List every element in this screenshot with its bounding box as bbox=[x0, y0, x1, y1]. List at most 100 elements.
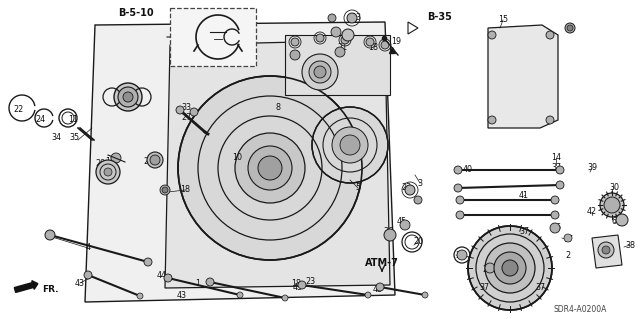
Text: 43: 43 bbox=[293, 284, 303, 293]
Circle shape bbox=[96, 160, 120, 184]
Circle shape bbox=[488, 116, 496, 124]
Circle shape bbox=[104, 168, 112, 176]
Text: 7: 7 bbox=[115, 99, 120, 108]
Text: B-35: B-35 bbox=[428, 12, 452, 22]
Polygon shape bbox=[592, 235, 622, 268]
Circle shape bbox=[347, 13, 357, 23]
Text: 10: 10 bbox=[232, 152, 242, 161]
Text: 44: 44 bbox=[157, 271, 167, 279]
Text: 27: 27 bbox=[181, 114, 191, 122]
Text: 21: 21 bbox=[337, 42, 347, 51]
Circle shape bbox=[137, 293, 143, 299]
Circle shape bbox=[178, 76, 362, 260]
Circle shape bbox=[564, 234, 572, 242]
Text: 18: 18 bbox=[291, 278, 301, 287]
Circle shape bbox=[235, 133, 305, 203]
Circle shape bbox=[488, 31, 496, 39]
Circle shape bbox=[150, 155, 160, 165]
Circle shape bbox=[147, 152, 163, 168]
Circle shape bbox=[604, 197, 620, 213]
Text: B-5-10: B-5-10 bbox=[118, 8, 154, 18]
Circle shape bbox=[342, 29, 354, 41]
Circle shape bbox=[316, 34, 324, 42]
Polygon shape bbox=[165, 40, 390, 288]
Circle shape bbox=[485, 243, 535, 293]
Circle shape bbox=[176, 106, 184, 114]
Circle shape bbox=[123, 92, 133, 102]
Text: 17: 17 bbox=[563, 235, 573, 244]
Circle shape bbox=[164, 274, 172, 282]
Circle shape bbox=[258, 156, 282, 180]
Circle shape bbox=[365, 292, 371, 298]
Circle shape bbox=[118, 87, 138, 107]
Text: 33: 33 bbox=[181, 103, 191, 113]
Circle shape bbox=[454, 184, 462, 192]
Polygon shape bbox=[408, 22, 418, 34]
Circle shape bbox=[384, 229, 396, 241]
Circle shape bbox=[550, 223, 560, 233]
Circle shape bbox=[341, 36, 349, 44]
Polygon shape bbox=[488, 25, 558, 128]
Circle shape bbox=[454, 166, 462, 174]
Circle shape bbox=[237, 292, 243, 298]
Text: 37: 37 bbox=[479, 283, 489, 292]
Text: 8: 8 bbox=[275, 102, 280, 112]
Text: 32: 32 bbox=[505, 286, 515, 294]
Circle shape bbox=[302, 54, 338, 90]
Circle shape bbox=[546, 116, 554, 124]
Text: 18: 18 bbox=[368, 42, 378, 51]
Circle shape bbox=[598, 242, 614, 258]
Polygon shape bbox=[85, 22, 395, 302]
Text: ATM-7: ATM-7 bbox=[365, 258, 399, 268]
Text: 16: 16 bbox=[551, 224, 561, 233]
Circle shape bbox=[556, 166, 564, 174]
Circle shape bbox=[282, 295, 288, 301]
Circle shape bbox=[457, 250, 467, 260]
Text: 31: 31 bbox=[599, 246, 609, 255]
Text: 36: 36 bbox=[383, 227, 393, 236]
Circle shape bbox=[162, 187, 168, 193]
Circle shape bbox=[144, 258, 152, 266]
Text: 23: 23 bbox=[169, 42, 179, 51]
Text: 43: 43 bbox=[373, 286, 383, 294]
Text: 19: 19 bbox=[391, 38, 401, 47]
Circle shape bbox=[45, 230, 55, 240]
Text: 37: 37 bbox=[519, 227, 529, 236]
Circle shape bbox=[312, 107, 388, 183]
Circle shape bbox=[190, 108, 198, 116]
Circle shape bbox=[291, 38, 299, 46]
Circle shape bbox=[376, 283, 384, 291]
Circle shape bbox=[456, 211, 464, 219]
Circle shape bbox=[551, 196, 559, 204]
Circle shape bbox=[567, 25, 573, 31]
Text: 20: 20 bbox=[413, 238, 423, 247]
Text: 15: 15 bbox=[498, 16, 508, 25]
Circle shape bbox=[340, 135, 360, 155]
Bar bbox=[285, 35, 390, 95]
Circle shape bbox=[456, 196, 464, 204]
Text: FR.: FR. bbox=[42, 285, 58, 293]
Text: 43: 43 bbox=[75, 278, 85, 287]
Circle shape bbox=[84, 271, 92, 279]
Text: 25: 25 bbox=[455, 251, 465, 261]
Text: 1: 1 bbox=[195, 278, 200, 287]
Circle shape bbox=[400, 220, 410, 230]
Text: SDR4-A0200A: SDR4-A0200A bbox=[554, 306, 607, 315]
Text: 3: 3 bbox=[417, 179, 422, 188]
Circle shape bbox=[422, 292, 428, 298]
Circle shape bbox=[331, 27, 341, 37]
Circle shape bbox=[551, 211, 559, 219]
Text: 35: 35 bbox=[69, 133, 79, 143]
Circle shape bbox=[290, 50, 300, 60]
Circle shape bbox=[485, 263, 495, 273]
Circle shape bbox=[366, 38, 374, 46]
Circle shape bbox=[468, 226, 552, 310]
Text: 23: 23 bbox=[305, 278, 315, 286]
Text: 28: 28 bbox=[143, 158, 153, 167]
Text: 14: 14 bbox=[551, 153, 561, 162]
Text: 42: 42 bbox=[587, 207, 597, 217]
Text: 5: 5 bbox=[355, 183, 360, 192]
Circle shape bbox=[248, 146, 292, 190]
Text: 37: 37 bbox=[551, 164, 561, 173]
Circle shape bbox=[556, 181, 564, 189]
